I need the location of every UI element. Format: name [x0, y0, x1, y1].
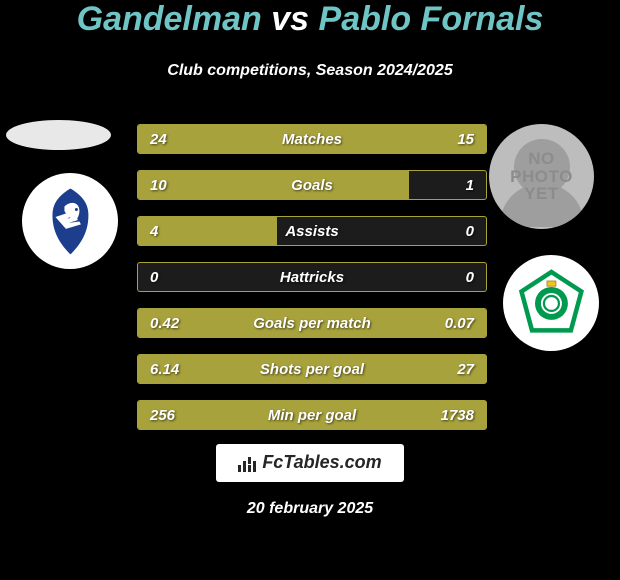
- stat-label: Goals: [138, 171, 486, 199]
- stat-label: Hattricks: [138, 263, 486, 291]
- stat-row: 40Assists: [137, 216, 487, 246]
- title-player1: Gandelman: [77, 0, 262, 38]
- stat-label: Matches: [138, 125, 486, 153]
- bars-icon: [238, 454, 256, 472]
- brand[interactable]: FcTables.com: [0, 444, 620, 482]
- stat-label: Goals per match: [138, 309, 486, 337]
- stats-block: 2415Matches 101Goals 40Assists 00Hattricks 0…: [137, 124, 487, 446]
- title-vs: vs: [271, 0, 309, 38]
- subtitle: Club competitions, Season 2024/2025: [0, 62, 620, 80]
- no-photo-text: NO PHOTO YET: [510, 150, 573, 204]
- brand-text: FcTables.com: [262, 452, 381, 473]
- player1-club-logo: [22, 173, 118, 269]
- stat-row: 0.420.07Goals per match: [137, 308, 487, 338]
- player2-photo: NO PHOTO YET: [489, 124, 594, 229]
- brand-pill[interactable]: FcTables.com: [216, 444, 403, 482]
- date: 20 february 2025: [0, 500, 620, 518]
- stat-row: 2415Matches: [137, 124, 487, 154]
- stat-label: Shots per goal: [138, 355, 486, 383]
- stat-label: Min per goal: [138, 401, 486, 429]
- player1-photo: [6, 120, 111, 150]
- gent-crest-icon: [33, 184, 108, 259]
- stat-row: 6.1427Shots per goal: [137, 354, 487, 384]
- stat-row: 00Hattricks: [137, 262, 487, 292]
- stat-row: 2561738Min per goal: [137, 400, 487, 430]
- player2-club-logo: [503, 255, 599, 351]
- title: Gandelman vs Pablo Fornals: [0, 0, 620, 39]
- title-player2: Pablo Fornals: [319, 0, 544, 38]
- comparison-card: Gandelman vs Pablo Fornals Club competit…: [0, 0, 620, 580]
- betis-crest-icon: [514, 266, 589, 341]
- stat-label: Assists: [138, 217, 486, 245]
- stat-row: 101Goals: [137, 170, 487, 200]
